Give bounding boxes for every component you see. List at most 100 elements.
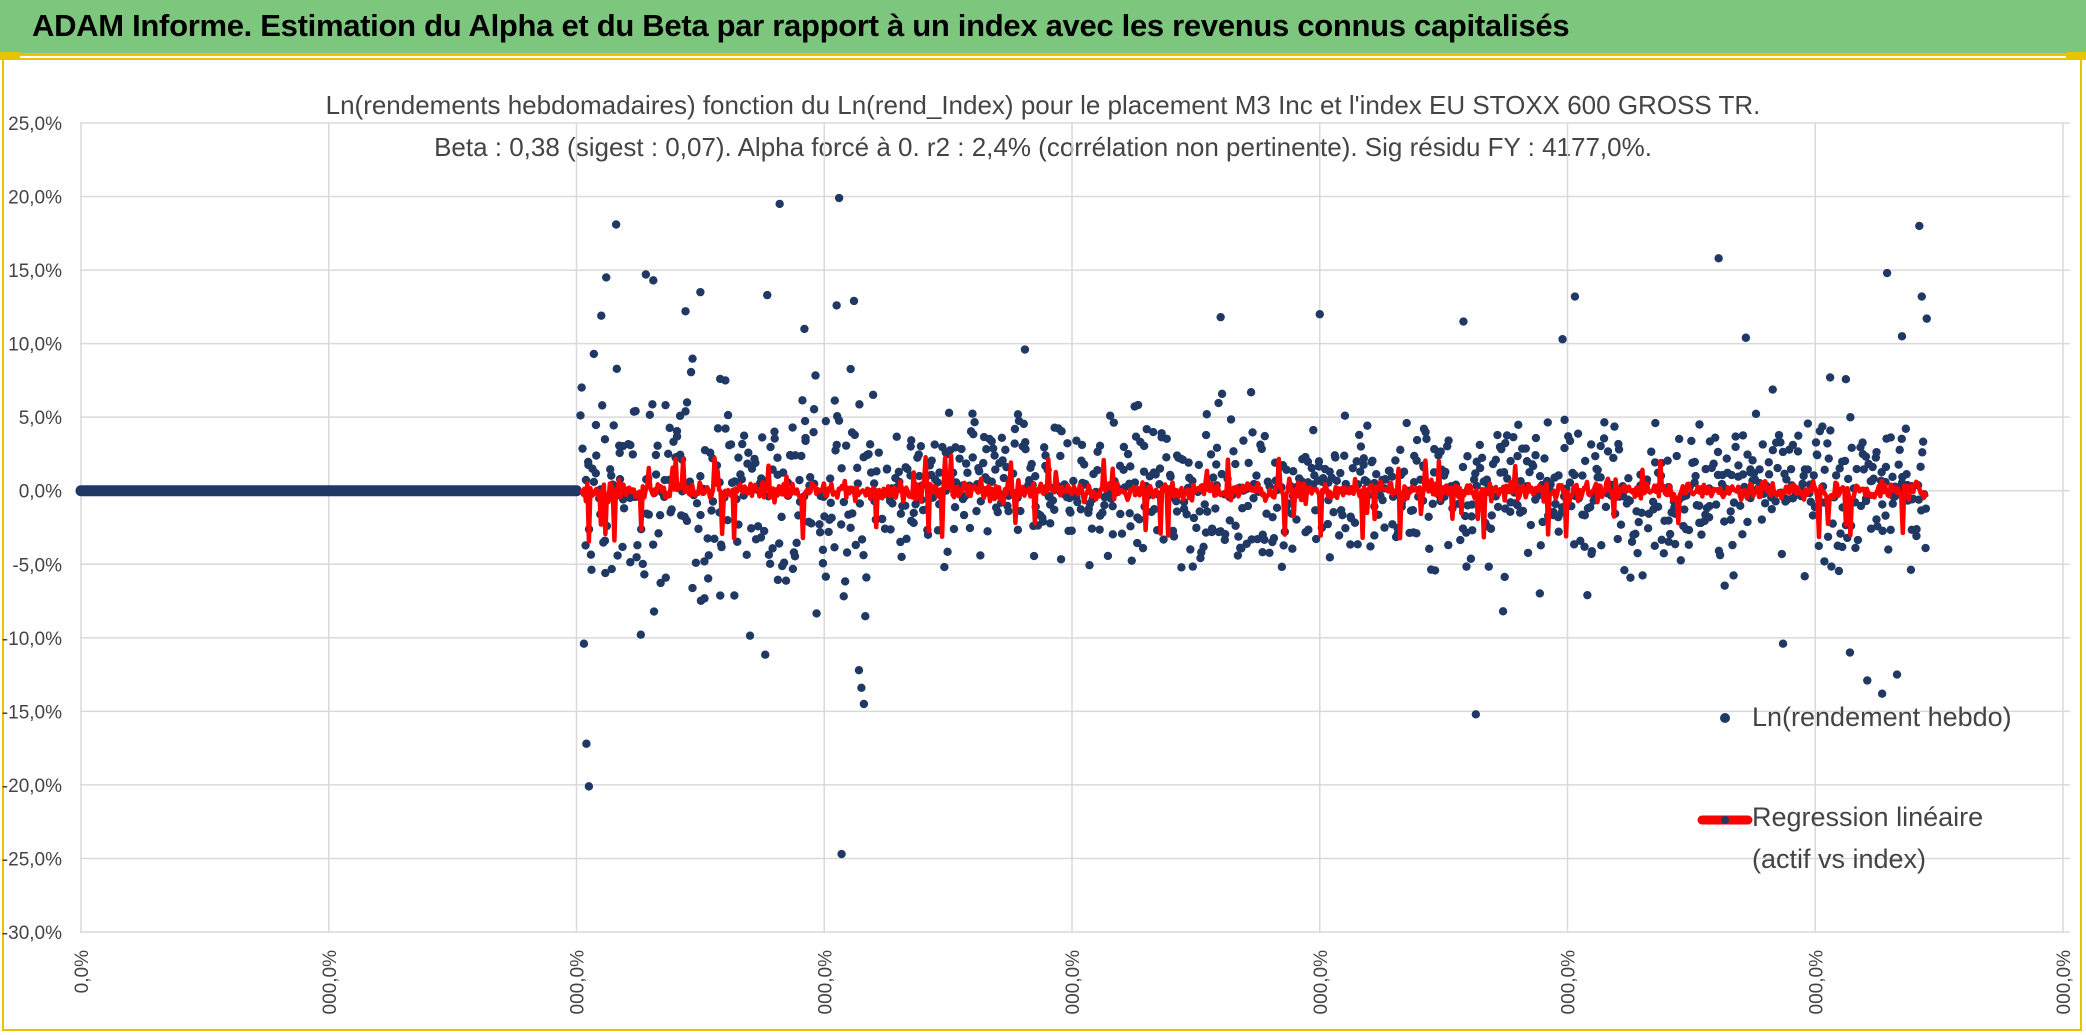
data-point (1010, 439, 1019, 448)
data-point (1466, 554, 1476, 563)
data-point (896, 509, 906, 518)
data-point (1726, 515, 1736, 524)
data-point (1818, 422, 1827, 431)
data-point (1341, 523, 1350, 533)
data-point (700, 557, 709, 566)
data-point (758, 433, 767, 442)
data-point (1282, 465, 1291, 474)
data-point (694, 524, 703, 534)
data-point (1501, 438, 1510, 448)
data-point (770, 434, 779, 443)
data-point (774, 539, 784, 548)
data-point (1597, 541, 1606, 550)
data-point (1063, 439, 1072, 448)
data-point (788, 423, 797, 432)
data-point (1886, 525, 1895, 535)
data-point (1139, 467, 1149, 476)
data-point (1346, 540, 1355, 549)
data-point (1380, 523, 1389, 532)
data-point (1601, 502, 1611, 512)
data-point (1067, 526, 1076, 535)
data-point (1467, 512, 1476, 521)
data-point (1734, 461, 1743, 470)
data-point (1760, 499, 1770, 508)
chart-title-line1: Ln(rendements hebdomadaires) fonction du… (325, 90, 1761, 120)
data-point (1538, 517, 1547, 527)
data-point (1778, 447, 1788, 457)
data-point (1613, 534, 1622, 544)
frame-corner-top-right (2066, 52, 2086, 60)
data-point (1767, 504, 1776, 514)
data-point (1664, 516, 1673, 525)
data-point (612, 364, 621, 373)
data-point (1123, 449, 1133, 459)
data-point (974, 467, 984, 476)
data-point (1150, 505, 1159, 514)
data-point (1663, 456, 1672, 465)
data-point (1225, 516, 1235, 525)
data-point (1858, 438, 1867, 447)
data-point (753, 522, 763, 531)
data-point (1892, 670, 1902, 679)
data-point (1027, 459, 1036, 469)
data-point (812, 609, 821, 618)
data-point (877, 514, 887, 524)
data-point (998, 456, 1007, 465)
data-point (1715, 550, 1725, 560)
data-point (1773, 463, 1782, 473)
data-point (818, 559, 828, 568)
data-point (818, 545, 828, 555)
data-point (1155, 464, 1165, 473)
x-tick-label: 0,0% (72, 950, 93, 993)
data-point (949, 524, 959, 534)
data-point (1859, 465, 1868, 474)
data-point (1127, 556, 1136, 565)
data-point (1774, 430, 1784, 440)
data-point (800, 416, 810, 426)
data-point (1757, 515, 1767, 524)
data-point (766, 442, 775, 452)
data-point (1711, 500, 1721, 509)
y-tick-label: 15,0% (8, 261, 62, 282)
data-point (1664, 537, 1673, 546)
data-point (592, 451, 601, 460)
data-point (644, 510, 653, 519)
data-point (1897, 332, 1907, 341)
data-point (770, 427, 779, 436)
data-point (959, 510, 969, 520)
data-point (1834, 566, 1844, 576)
data-point (906, 442, 915, 451)
data-point (1743, 517, 1752, 527)
x-axis-ticks: 0,0% 000,0% 000,0% 000,0% 000,0% 000,0% 000,0%… (72, 950, 2075, 1015)
data-point (1709, 459, 1718, 468)
data-point (648, 400, 657, 409)
data-point (1468, 526, 1477, 535)
data-point (763, 290, 772, 300)
data-point (1583, 590, 1592, 600)
data-point (943, 547, 952, 557)
legend-label-regression-1: Regression linéaire (1752, 802, 1984, 832)
data-point (1430, 444, 1439, 454)
data-point (855, 400, 864, 409)
data-point (1637, 508, 1646, 517)
data-point (1768, 445, 1778, 455)
data-point (800, 324, 809, 334)
data-point (1350, 518, 1360, 528)
data-point (1596, 473, 1605, 482)
data-point (1498, 607, 1508, 616)
data-point (792, 538, 801, 548)
data-point (1019, 419, 1028, 429)
data-point (874, 448, 883, 457)
data-point (717, 542, 726, 552)
data-point (1056, 451, 1065, 461)
x-tick-label: 000,0% (2054, 950, 2075, 1015)
data-point (849, 296, 859, 306)
data-point (1918, 448, 1927, 457)
y-tick-label: -30,0% (2, 923, 62, 944)
data-point (1268, 512, 1277, 522)
data-point (1444, 436, 1453, 445)
data-point (909, 508, 918, 518)
data-point (1727, 470, 1736, 480)
data-point (888, 499, 897, 508)
